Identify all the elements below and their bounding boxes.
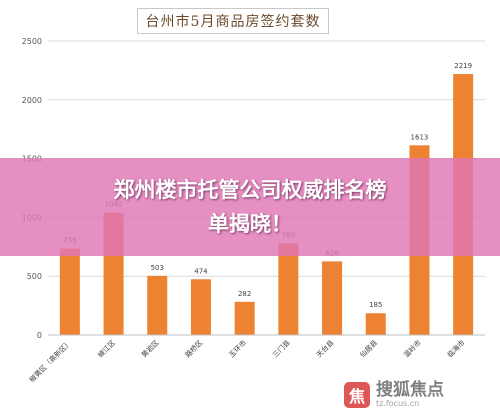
sohu-focus-watermark: 焦 搜狐焦点 tz.focus.cn <box>344 374 494 416</box>
y-tick-label: 500 <box>27 272 42 281</box>
bar-value-label: 2219 <box>454 62 472 70</box>
headline-text: 郑州楼市托管公司权威排名榜 单揭晓！ <box>55 173 445 241</box>
headline-line-2: 单揭晓！ <box>208 212 292 236</box>
sohu-focus-logo-icon: 焦 <box>344 382 370 408</box>
x-category-label: 黄岩区 <box>139 338 160 359</box>
bar <box>322 261 343 335</box>
bar <box>365 313 386 335</box>
bar <box>234 301 255 335</box>
bar-value-label: 185 <box>369 301 382 309</box>
watermark-url: tz.focus.cn <box>376 398 420 408</box>
bar-value-label: 282 <box>238 290 251 298</box>
x-category-label: 仙居县 <box>358 338 379 359</box>
watermark-name: 搜狐焦点 <box>376 380 444 401</box>
bar <box>278 243 299 335</box>
x-category-label: 三门县 <box>271 338 292 359</box>
bar <box>190 279 211 335</box>
headline-banner: 郑州楼市托管公司权威排名榜 单揭晓！ <box>0 158 500 256</box>
x-category-label: 天台县 <box>314 338 335 359</box>
x-category-label: 椒江区 <box>96 338 117 359</box>
y-tick-label: 0 <box>37 331 42 340</box>
bar-value-label: 503 <box>151 264 164 272</box>
y-tick-label: 2000 <box>22 96 42 105</box>
bar-value-label: 474 <box>194 267 208 275</box>
headline-line-1: 郑州楼市托管公司权威排名榜 <box>113 178 387 202</box>
bar <box>147 275 168 335</box>
chart-title: 台州市5月商品房签约套数 <box>137 8 329 34</box>
x-category-label: 玉环市 <box>227 338 248 359</box>
bar <box>59 248 80 335</box>
x-category-label: 椒黄区（高新区） <box>27 338 73 384</box>
bar-value-label: 1613 <box>411 133 429 141</box>
x-category-label: 温岭市 <box>402 338 423 359</box>
y-tick-label: 2500 <box>22 37 42 46</box>
x-category-label: 临海市 <box>445 338 466 359</box>
x-category-label: 路桥区 <box>183 338 204 359</box>
